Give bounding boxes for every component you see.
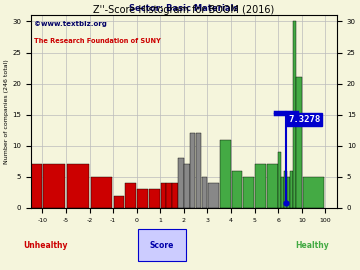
Bar: [67, 164, 89, 208]
Bar: [255, 164, 266, 208]
Bar: [196, 133, 201, 208]
Text: Score: Score: [150, 241, 174, 250]
Bar: [172, 183, 178, 208]
Bar: [296, 77, 302, 208]
Bar: [202, 177, 207, 208]
Text: Unhealthy: Unhealthy: [24, 241, 68, 250]
Bar: [44, 164, 65, 208]
Text: Healthy: Healthy: [296, 241, 329, 250]
Bar: [125, 183, 136, 208]
Bar: [208, 183, 219, 208]
Bar: [284, 171, 287, 208]
Y-axis label: Number of companies (246 total): Number of companies (246 total): [4, 59, 9, 164]
Text: ©www.textbiz.org: ©www.textbiz.org: [34, 21, 107, 27]
Bar: [190, 133, 195, 208]
Text: The Research Foundation of SUNY: The Research Foundation of SUNY: [34, 38, 161, 44]
Bar: [267, 164, 278, 208]
Bar: [303, 177, 324, 208]
Bar: [293, 21, 296, 208]
Bar: [281, 177, 284, 208]
Text: Sector: Basic Materials: Sector: Basic Materials: [129, 4, 239, 13]
Bar: [91, 177, 112, 208]
Bar: [290, 171, 293, 208]
Bar: [243, 177, 254, 208]
Bar: [178, 158, 184, 208]
Bar: [137, 189, 148, 208]
Bar: [166, 183, 172, 208]
Bar: [114, 195, 125, 208]
Title: Z''-Score Histogram for BOOM (2016): Z''-Score Histogram for BOOM (2016): [93, 5, 275, 15]
Bar: [161, 183, 166, 208]
Bar: [231, 171, 242, 208]
Bar: [278, 152, 281, 208]
Text: 7.3278: 7.3278: [288, 115, 320, 124]
Bar: [20, 164, 41, 208]
Bar: [184, 164, 190, 208]
Bar: [287, 177, 290, 208]
Bar: [149, 189, 160, 208]
Bar: [220, 140, 230, 208]
